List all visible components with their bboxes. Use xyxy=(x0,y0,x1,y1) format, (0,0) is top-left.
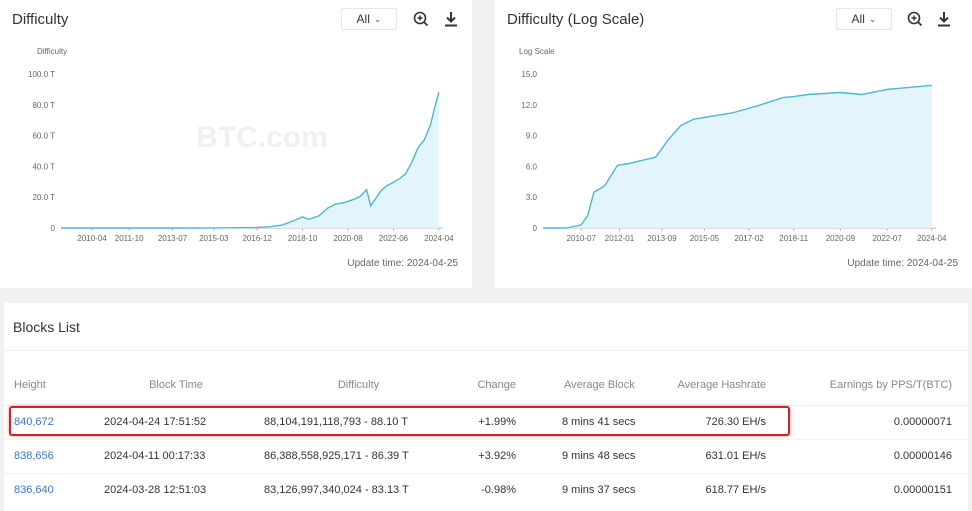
watermark: BTC.com xyxy=(196,121,328,154)
average-block-time: 9 mins 37 secs xyxy=(516,472,666,507)
column-header: Earnings by PPS/T(BTC) xyxy=(829,378,952,391)
y-tick-label: 40.0 T xyxy=(32,162,55,171)
y-tick-label: 3.0 xyxy=(526,193,538,202)
difficulty-log-chart: BTC.comLog Scale03.06.09.012.015.02010-0… xyxy=(519,47,947,243)
x-tick-label: 2011-10 xyxy=(115,234,144,243)
block-height-link[interactable]: 840,672 xyxy=(14,416,54,428)
panel-title: Difficulty xyxy=(12,11,69,28)
series-line xyxy=(543,84,932,229)
update-time: Update time: 2024-04-25 xyxy=(847,258,958,269)
x-tick-label: 2022-07 xyxy=(872,234,902,243)
x-tick-label: 2018-11 xyxy=(779,234,808,243)
average-hashrate: 726.30 EH/s xyxy=(666,404,766,439)
y-tick-label: 0 xyxy=(533,224,538,233)
average-hashrate: 618.77 EH/s xyxy=(666,472,766,507)
pps-earnings: 0.00000146 xyxy=(766,438,968,473)
difficulty-change: +3.92% xyxy=(461,438,516,473)
difficulty-change: -0.98% xyxy=(461,472,516,507)
x-tick-label: 2012-01 xyxy=(605,234,635,243)
block-height-link[interactable]: 836,640 xyxy=(14,484,54,497)
table-row: 836,640 2024-03-28 12:51:03 83,126,997,3… xyxy=(4,472,968,507)
average-hashrate: 631.01 EH/s xyxy=(666,438,766,473)
column-header: Average Hashrate xyxy=(677,378,766,391)
column-header: Change xyxy=(477,378,516,391)
download-icon[interactable] xyxy=(441,9,461,29)
difficulty-log-panel: Difficulty (Log Scale) All ⌄ BTC.comLog … xyxy=(495,0,972,288)
average-block-time: 8 mins 41 secs xyxy=(516,404,666,439)
chevron-down-icon: ⌄ xyxy=(868,13,877,24)
blocks-list-title: Blocks List xyxy=(13,319,80,335)
x-tick-label: 2010-04 xyxy=(77,234,107,243)
range-select[interactable]: All ⌄ xyxy=(836,8,892,30)
series-line xyxy=(61,92,440,229)
difficulty-change: +1.99% xyxy=(461,404,516,439)
pps-earnings: 0.00000071 xyxy=(766,404,968,439)
blocks-list-panel: Blocks List Height Block Time Difficulty… xyxy=(4,303,968,511)
x-tick-label: 2010-07 xyxy=(567,234,597,243)
y-axis-title: Difficulty xyxy=(37,47,67,56)
y-tick-label: 9.0 xyxy=(526,132,538,141)
block-time: 2024-04-24 17:51:52 xyxy=(96,404,256,439)
x-tick-label: 2024-04 xyxy=(424,234,454,243)
column-header: Average Block xyxy=(564,378,635,391)
zoom-in-icon[interactable] xyxy=(905,9,925,29)
x-tick-label: 2018-10 xyxy=(288,234,318,243)
block-difficulty: 88,104,191,118,793 - 88.10 T xyxy=(256,404,461,439)
y-tick-label: 60.0 T xyxy=(32,132,55,141)
difficulty-chart: BTC.com Difficulty 0 20.0 T 40.0 T 60.0 T 80.0… xyxy=(28,47,454,243)
divider xyxy=(4,350,968,351)
y-axis-title: Log Scale xyxy=(519,47,555,56)
download-icon[interactable] xyxy=(934,9,954,29)
column-header: Height xyxy=(14,378,46,391)
blocks-table: Height Block Time Difficulty Change Aver… xyxy=(4,365,968,507)
zoom-in-icon[interactable] xyxy=(411,9,431,29)
y-tick-label: 100.0 T xyxy=(28,70,55,79)
table-header-row: Height Block Time Difficulty Change Aver… xyxy=(4,365,968,405)
chevron-down-icon: ⌄ xyxy=(373,13,382,24)
x-tick-label: 2015-05 xyxy=(690,234,720,243)
x-tick-label: 2017-02 xyxy=(734,234,764,243)
block-difficulty: 86,388,558,925,171 - 86.39 T xyxy=(256,438,461,473)
y-tick-label: 0 xyxy=(51,224,56,233)
x-tick-label: 2020-09 xyxy=(826,234,856,243)
y-tick-label: 12.0 xyxy=(521,101,537,110)
table-row: 838,656 2024-04-11 00:17:33 86,388,558,9… xyxy=(4,438,968,473)
x-tick-label: 2016-12 xyxy=(242,234,272,243)
series-area xyxy=(61,92,439,228)
column-header: Difficulty xyxy=(337,378,380,391)
range-select[interactable]: All ⌄ xyxy=(341,8,397,30)
range-select-label: All xyxy=(851,12,865,26)
average-block-time: 9 mins 48 secs xyxy=(516,438,666,473)
range-select-label: All xyxy=(356,12,370,26)
y-tick-label: 6.0 xyxy=(526,162,538,171)
block-time: 2024-04-11 00:17:33 xyxy=(96,438,256,473)
pps-earnings: 0.00000151 xyxy=(766,472,968,507)
column-header: Block Time xyxy=(149,378,203,391)
x-tick-label: 2013-07 xyxy=(158,234,188,243)
x-tick-label: 2020-08 xyxy=(333,234,363,243)
block-height-link[interactable]: 838,656 xyxy=(14,450,54,462)
y-tick-label: 15.0 xyxy=(521,70,537,79)
series-area xyxy=(543,85,932,228)
table-row: 840,672 2024-04-24 17:51:52 88,104,191,1… xyxy=(4,404,968,439)
y-tick-label: 20.0 T xyxy=(32,193,55,202)
x-tick-label: 2024-04 xyxy=(917,234,947,243)
x-tick-label: 2022-06 xyxy=(379,234,409,243)
difficulty-panel: Difficulty All ⌄ BTC.com Difficulty 0 20.0 … xyxy=(0,0,472,288)
block-time: 2024-03-28 12:51:03 xyxy=(96,472,256,507)
x-tick-label: 2015-03 xyxy=(199,234,229,243)
block-difficulty: 83,126,997,340,024 - 83.13 T xyxy=(256,472,461,507)
x-tick-label: 2013-09 xyxy=(647,234,677,243)
update-time: Update time: 2024-04-25 xyxy=(347,258,458,269)
y-tick-label: 80.0 T xyxy=(32,101,55,110)
panel-title: Difficulty (Log Scale) xyxy=(507,11,645,28)
